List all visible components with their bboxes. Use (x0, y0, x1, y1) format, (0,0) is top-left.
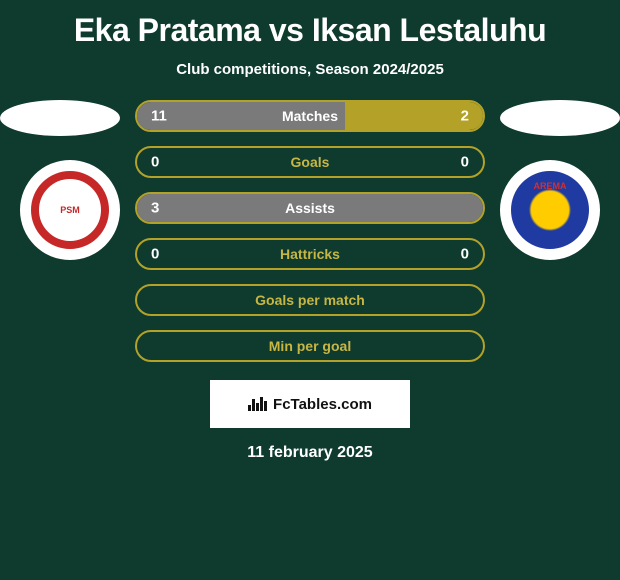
team-badge-left-label: PSM (60, 205, 80, 215)
chart-icon (248, 397, 267, 411)
player-photo-left-placeholder (0, 100, 120, 136)
brand-footer: FcTables.com (210, 380, 410, 428)
stat-bar: Min per goal (135, 330, 485, 362)
stat-label: Min per goal (269, 338, 351, 354)
stat-value-right: 0 (461, 154, 469, 171)
stat-bar: 11 2 Matches (135, 100, 485, 132)
page-title: Eka Pratama vs Iksan Lestaluhu (0, 0, 620, 49)
brand-label: FcTables.com (273, 396, 372, 413)
stat-bar: 0 0 Goals (135, 146, 485, 178)
footer-date: 11 february 2025 (0, 444, 620, 462)
stat-label: Goals (291, 154, 330, 170)
subtitle: Club competitions, Season 2024/2025 (0, 61, 620, 78)
stat-value-left: 11 (151, 108, 167, 125)
stat-value-right: 2 (461, 108, 469, 125)
team-badge-left: PSM (20, 160, 120, 260)
stat-value-left: 0 (151, 246, 159, 263)
team-badge-right-label: AREMA (534, 181, 567, 191)
stat-bar: 3 Assists (135, 192, 485, 224)
stat-value-left: 3 (151, 200, 159, 217)
stat-label: Matches (282, 108, 338, 124)
stat-label: Hattricks (280, 246, 340, 262)
stat-bar: 0 0 Hattricks (135, 238, 485, 270)
team-badge-right: AREMA (500, 160, 600, 260)
stat-value-left: 0 (151, 154, 159, 171)
stat-label: Goals per match (255, 292, 365, 308)
stat-bars: 11 2 Matches 0 0 Goals 3 Assists 0 0 Hattricks Goal… (135, 100, 485, 362)
player-photo-right-placeholder (500, 100, 620, 136)
team-badge-right-inner: AREMA (511, 171, 589, 249)
stat-value-right: 0 (461, 246, 469, 263)
team-badge-left-inner: PSM (31, 171, 109, 249)
stat-label: Assists (285, 200, 335, 216)
stat-bar: Goals per match (135, 284, 485, 316)
comparison-panel: PSM AREMA 11 2 Matches 0 0 Goals 3 Assists 0 0 Hat… (0, 100, 620, 362)
